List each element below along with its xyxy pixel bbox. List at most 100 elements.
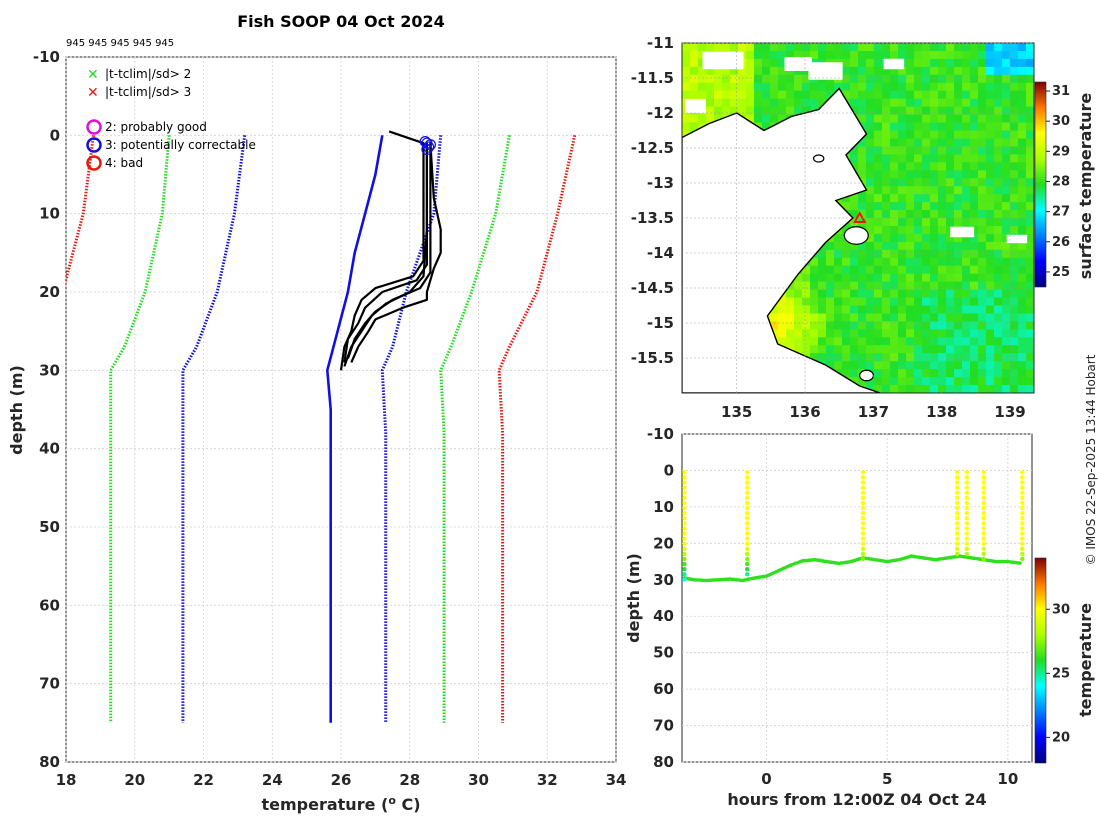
sst-cell [978,345,987,354]
sst-cell [906,281,915,291]
sst-cell [834,289,843,299]
x-axis-label: temperature (o C) [261,794,420,814]
sst-cell [698,51,707,60]
sst-cell [1026,170,1034,179]
sst-cell [922,289,931,299]
sst-cell [890,194,899,203]
sst-cell [970,218,979,227]
sst-cell [938,66,947,76]
sst-cell [882,43,891,52]
sst-cell [1018,297,1027,307]
sst-cell [954,361,963,370]
sst-cell [994,297,1003,307]
sst-cell [786,329,795,338]
sst-cell [1002,297,1011,307]
sst-cell [898,337,907,346]
sst-cell [914,385,923,393]
sst-cell [1018,385,1027,393]
sst-cell [1018,226,1027,235]
sst-cell [1026,82,1034,92]
x-axis-label-suffix: C) [396,795,421,814]
sst-cell [746,51,755,60]
sst-cell [1026,313,1034,323]
sst-cell [906,218,915,227]
sst-cell [810,43,819,52]
sst-cell [970,249,979,259]
sst-cell [834,265,843,275]
time-y-tick-label: 80 [653,753,674,771]
sst-cell [1018,289,1027,299]
sst-cell [994,226,1003,235]
sst-cell [866,194,875,203]
sst-cell [834,313,843,323]
sst-cell [858,66,867,76]
legend-qc-2: 2: probably good [105,120,207,134]
sst-cell [946,43,955,52]
sst-cell [914,146,923,155]
cast-sample-point [981,541,986,546]
cast-sample-point [955,485,960,490]
sst-cell [690,90,699,100]
cast-sample-point [981,495,986,500]
sst-cell [874,90,883,100]
cast-sample-point [1020,556,1025,562]
sst-cell [946,329,955,338]
sst-cell [1010,51,1019,60]
sst-cell [1002,273,1011,283]
sst-cell [986,233,995,243]
sst-cell [890,90,899,100]
sst-cell [858,154,867,163]
sst-cell [978,226,987,235]
sst-cell [978,218,987,227]
sst-cell [994,98,1003,108]
sst-cell [962,337,971,346]
sst-cell [850,337,859,346]
sst-cell [1010,82,1019,92]
cast-sample-point [1020,495,1025,500]
sst-cell [946,51,955,60]
sst-cell [922,345,931,354]
time-x-axis-label: hours from 12:00Z 04 Oct 24 [727,790,986,809]
sst-cell [1018,361,1027,370]
sst-cell [946,210,955,219]
cast-sample-point [745,556,750,562]
sst-cell [1010,66,1019,76]
sst-cell [946,74,955,84]
sst-cell [1026,210,1034,219]
x-tick-label: 24 [262,771,283,789]
sst-cell [930,98,939,108]
sst-cell [978,337,987,346]
sst-cell [890,130,899,140]
sst-cell [946,90,955,100]
sst-cell [1010,241,1019,251]
sst-cell [898,369,907,378]
sst-cell [826,305,835,315]
sst-cell [922,130,931,140]
sst-cell [882,281,891,291]
sst-cell [1026,249,1034,259]
sst-cell [1018,106,1027,116]
sst-cell [802,98,811,108]
sst-cell [906,162,915,171]
sst-cell [818,289,827,299]
sst-cell [1026,241,1034,251]
sst-cell [938,43,947,52]
sst-cell [866,43,875,52]
profile-line-clim-+1sd [181,135,247,723]
sst-cell [914,226,923,235]
sst-cell [874,257,883,267]
sst-cell [866,162,875,171]
sst-cell [722,90,731,100]
sst-cell [954,51,963,60]
time-y-tick-label: 30 [653,571,674,589]
sst-cell [890,146,899,155]
sst-cell [882,313,891,323]
cast-sample-point [682,526,687,531]
sst-cell [1010,226,1019,235]
sst-cell [818,313,827,323]
sst-cell [874,265,883,275]
cast-sample-point [964,521,969,526]
sst-cell [866,345,875,354]
sst-cell [986,218,995,227]
sst-cell [986,249,995,259]
